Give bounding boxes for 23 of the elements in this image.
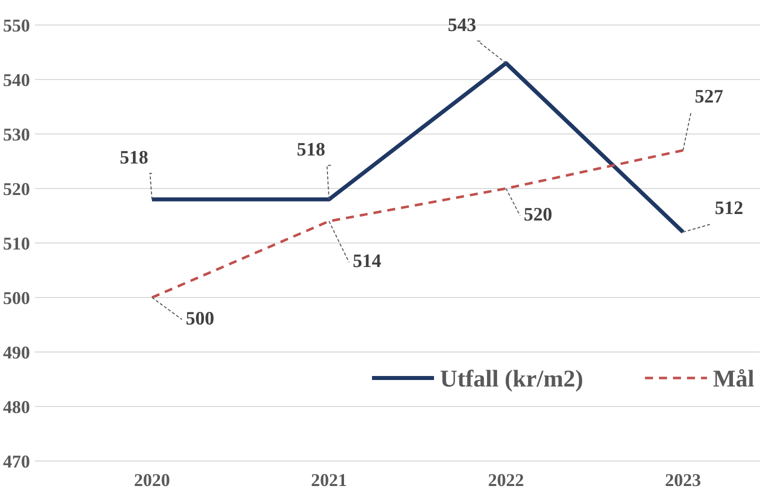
data-label: 514 xyxy=(352,251,382,272)
data-label: 512 xyxy=(714,198,744,220)
data-label: 518 xyxy=(296,139,326,160)
y-tick-label: 490 xyxy=(3,342,30,362)
legend-label: Utfall (kr/m2) xyxy=(440,366,584,392)
legend-label: Mål xyxy=(713,366,755,392)
data-label: 518 xyxy=(120,147,148,168)
y-tick-label: 510 xyxy=(3,233,30,254)
data-label: 543 xyxy=(448,15,476,36)
y-tick-label: 470 xyxy=(3,451,30,472)
x-tick-label: 2022 xyxy=(488,470,524,490)
data-label: 527 xyxy=(694,86,724,108)
x-tick-label: 2023 xyxy=(665,470,701,490)
x-tick-label: 2020 xyxy=(134,470,170,490)
data-label: 500 xyxy=(186,308,214,330)
y-tick-label: 540 xyxy=(3,70,30,90)
y-tick-label: 520 xyxy=(3,178,30,199)
y-tick-label: 530 xyxy=(3,124,30,144)
data-label: 520 xyxy=(524,204,552,226)
y-tick-label: 500 xyxy=(3,288,30,308)
y-tick-label: 480 xyxy=(3,396,30,417)
x-tick-label: 2021 xyxy=(311,470,347,490)
y-tick-label: 550 xyxy=(3,15,30,36)
